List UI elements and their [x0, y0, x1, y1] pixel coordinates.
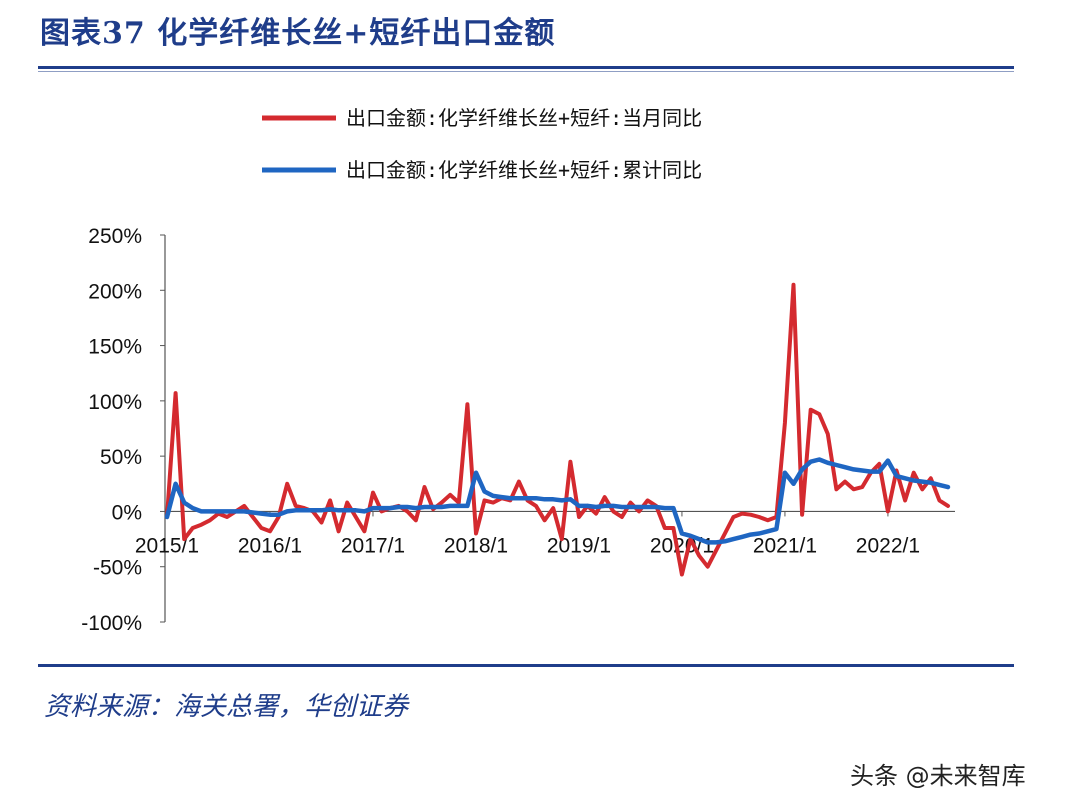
y-tick-label: -100%: [81, 612, 142, 635]
y-tick-label: 100%: [88, 391, 142, 414]
top-divider: [38, 66, 1014, 69]
y-tick-label: -50%: [93, 557, 142, 580]
y-tick-label: 250%: [88, 225, 142, 248]
y-tick-label: 150%: [88, 336, 142, 359]
legend-label-2: 出口金额:化学纤维长丝+短纤:累计同比: [346, 158, 702, 182]
legend-label-1: 出口金额:化学纤维长丝+短纤:当月同比: [346, 106, 702, 130]
x-tick-label: 2019/1: [547, 534, 611, 557]
x-tick-label: 2022/1: [856, 534, 920, 557]
source-note: 资料来源：海关总署，华创证券: [44, 692, 409, 722]
watermark-text: 头条 @未来智库: [850, 762, 1026, 790]
y-axis: -100% -50% 0% 50% 100% 150% 200% 250%: [81, 225, 166, 635]
x-tick-label: 2015/1: [135, 534, 199, 557]
x-tick-label: 2020/1: [650, 534, 714, 557]
x-tick-label: 2018/1: [444, 534, 508, 557]
y-tick-label: 50%: [100, 446, 142, 469]
chart-title: 图表37 化学纤维长丝+短纤出口金额: [40, 16, 556, 51]
series-line-monthly: [165, 282, 950, 577]
bottom-divider: [38, 664, 1014, 667]
series-line-cumulative: [164, 457, 951, 545]
x-tick-label: 2016/1: [238, 534, 302, 557]
top-divider-thin: [38, 71, 1014, 72]
series-group: [164, 282, 951, 577]
x-tick-label: 2021/1: [753, 534, 817, 557]
y-tick-label: 0%: [112, 501, 142, 524]
y-tick-label: 200%: [88, 280, 142, 303]
x-tick-label: 2017/1: [341, 534, 405, 557]
